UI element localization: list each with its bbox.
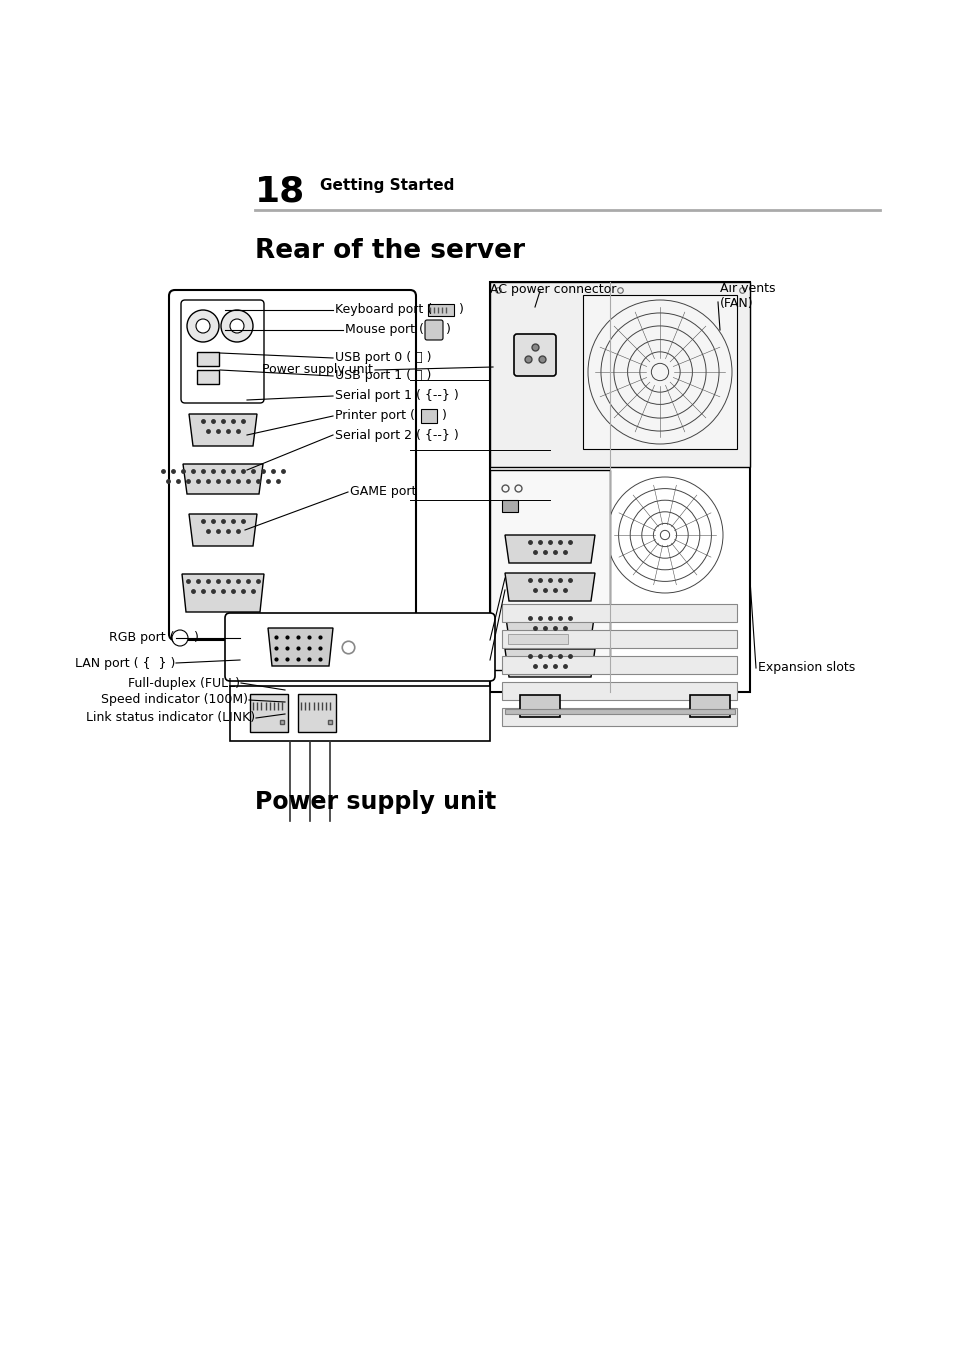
Text: Air vents: Air vents xyxy=(720,281,775,295)
Text: Expansion slots: Expansion slots xyxy=(758,662,854,674)
Bar xyxy=(582,295,737,449)
Text: ): ) xyxy=(441,323,451,336)
Polygon shape xyxy=(183,463,263,494)
Bar xyxy=(501,604,737,621)
Polygon shape xyxy=(189,413,256,446)
Bar xyxy=(689,694,729,717)
Text: Keyboard port (: Keyboard port ( xyxy=(335,304,432,316)
Text: Printer port (: Printer port ( xyxy=(335,409,415,423)
FancyBboxPatch shape xyxy=(169,290,416,640)
Bar xyxy=(501,708,737,725)
Text: ): ) xyxy=(190,631,198,644)
Circle shape xyxy=(187,309,219,342)
Bar xyxy=(507,634,567,644)
Circle shape xyxy=(230,319,244,332)
Bar xyxy=(490,282,749,692)
Bar xyxy=(196,353,219,366)
Circle shape xyxy=(195,319,210,332)
Text: RGB port (: RGB port ( xyxy=(110,631,174,644)
Text: (FAN): (FAN) xyxy=(720,296,753,309)
Bar xyxy=(501,682,737,700)
Bar xyxy=(504,709,734,713)
Text: ): ) xyxy=(437,409,446,423)
Text: Power supply unit: Power supply unit xyxy=(262,363,373,377)
Bar xyxy=(428,304,454,316)
Text: Link status indicator (LINK): Link status indicator (LINK) xyxy=(86,712,254,724)
Text: ): ) xyxy=(455,304,463,316)
FancyBboxPatch shape xyxy=(424,320,442,340)
Bar xyxy=(297,694,335,732)
FancyBboxPatch shape xyxy=(514,334,556,376)
Polygon shape xyxy=(189,513,256,546)
Polygon shape xyxy=(268,628,333,666)
Text: Power supply unit: Power supply unit xyxy=(254,790,496,815)
Circle shape xyxy=(221,309,253,342)
Text: Serial port 2 ( {--} ): Serial port 2 ( {--} ) xyxy=(335,428,458,442)
Bar xyxy=(196,370,219,384)
Circle shape xyxy=(172,630,188,646)
Polygon shape xyxy=(504,573,595,601)
Text: USB port 0 ( ⭠ ): USB port 0 ( ⭠ ) xyxy=(335,351,431,365)
Polygon shape xyxy=(182,574,264,612)
Text: GAME port: GAME port xyxy=(350,485,416,499)
Bar xyxy=(519,694,559,717)
Bar xyxy=(230,686,490,740)
Bar xyxy=(501,500,517,512)
Polygon shape xyxy=(504,611,595,639)
Bar xyxy=(501,657,737,674)
Text: Serial port 1 ( {--} ): Serial port 1 ( {--} ) xyxy=(335,389,458,403)
Text: Getting Started: Getting Started xyxy=(319,178,454,193)
FancyBboxPatch shape xyxy=(225,613,495,681)
Polygon shape xyxy=(504,535,595,563)
Bar xyxy=(490,470,609,670)
Text: USB port 1 ( ⭠ ): USB port 1 ( ⭠ ) xyxy=(335,370,431,382)
Bar xyxy=(490,282,749,467)
Bar xyxy=(420,409,436,423)
Text: LAN port ( {  } ): LAN port ( { } ) xyxy=(74,657,174,670)
Text: Mouse port (: Mouse port ( xyxy=(345,323,423,336)
Text: Full-duplex (FULL): Full-duplex (FULL) xyxy=(128,677,240,689)
Text: AC power connector: AC power connector xyxy=(490,282,616,296)
Polygon shape xyxy=(504,648,595,677)
Bar xyxy=(250,694,288,732)
Text: Speed indicator (100M): Speed indicator (100M) xyxy=(101,693,248,707)
Text: 18: 18 xyxy=(254,176,305,209)
FancyBboxPatch shape xyxy=(181,300,264,403)
Text: Rear of the server: Rear of the server xyxy=(254,238,524,263)
Bar xyxy=(501,630,737,648)
